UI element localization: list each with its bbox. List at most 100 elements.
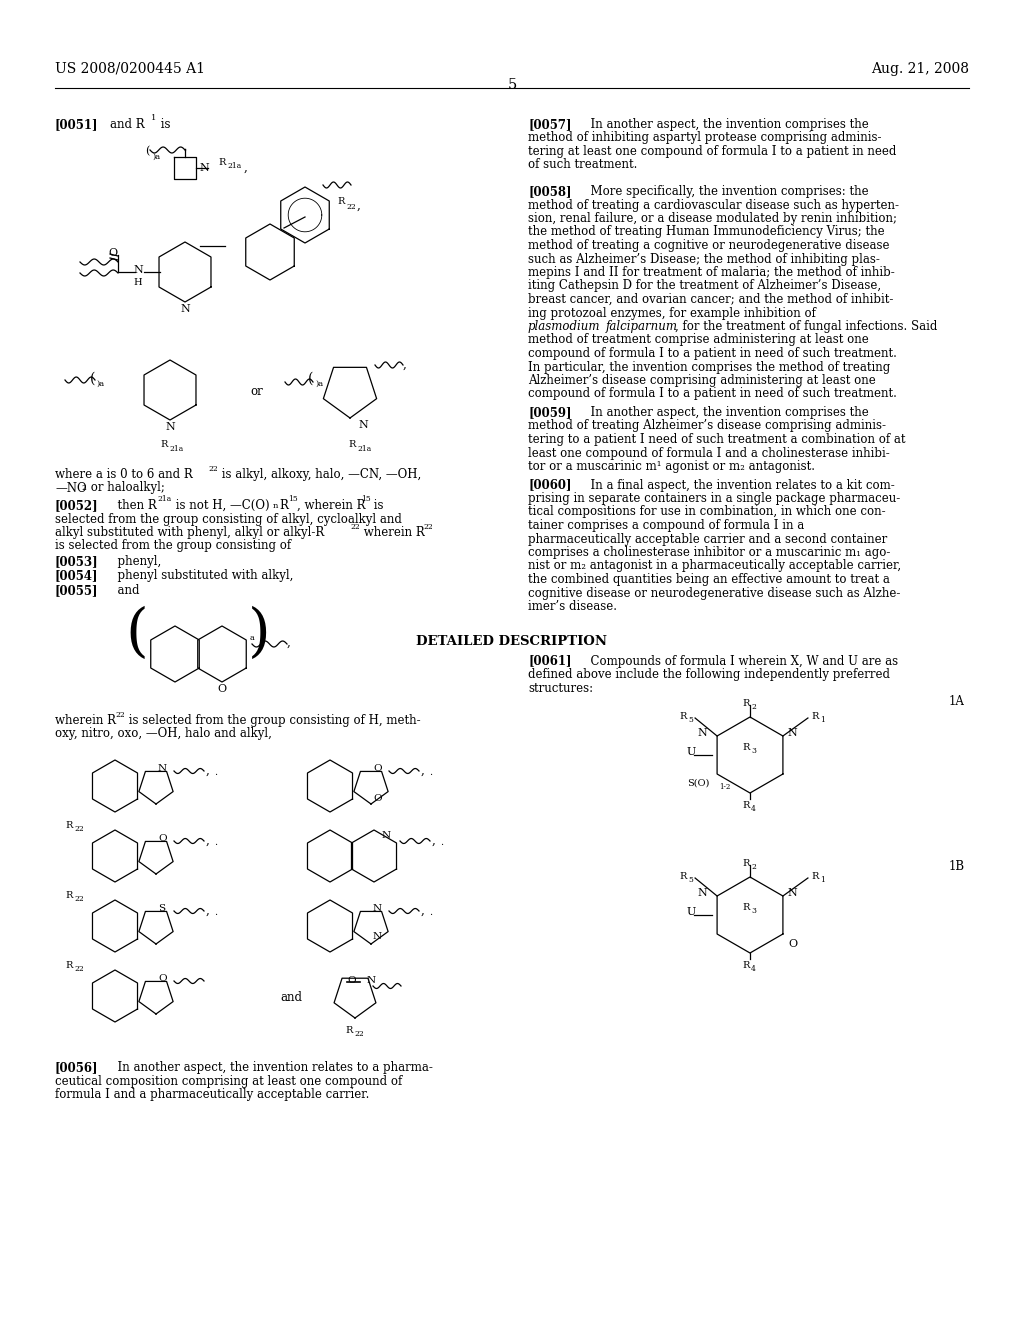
Text: R: R: [679, 873, 686, 880]
Text: imer’s disease.: imer’s disease.: [528, 601, 617, 612]
Text: phenyl substituted with alkyl,: phenyl substituted with alkyl,: [110, 569, 293, 582]
Text: O: O: [373, 795, 382, 803]
Text: S(O): S(O): [687, 779, 710, 788]
Text: ,: ,: [432, 834, 436, 847]
Text: [0054]: [0054]: [55, 569, 98, 582]
Text: O: O: [217, 684, 226, 694]
Text: phenyl,: phenyl,: [110, 554, 161, 568]
Text: In a final aspect, the invention relates to a kit com-: In a final aspect, the invention relates…: [583, 479, 895, 491]
Text: N: N: [358, 420, 368, 430]
Text: cognitive disease or neurodegenerative disease such as Alzhe-: cognitive disease or neurodegenerative d…: [528, 586, 900, 599]
Text: of such treatment.: of such treatment.: [528, 158, 637, 172]
Text: N: N: [158, 764, 167, 774]
Text: 22: 22: [74, 895, 84, 903]
Text: )a: )a: [152, 153, 160, 161]
Text: 22: 22: [74, 825, 84, 833]
Text: O: O: [347, 975, 355, 985]
Text: 15: 15: [288, 495, 298, 503]
Text: N: N: [787, 888, 798, 898]
Text: US 2008/0200445 A1: US 2008/0200445 A1: [55, 62, 205, 77]
Text: (: (: [125, 606, 147, 663]
Text: R: R: [742, 903, 750, 912]
Text: iting Cathepsin D for the treatment of Alzheimer’s Disease,: iting Cathepsin D for the treatment of A…: [528, 280, 881, 293]
Text: [0058]: [0058]: [528, 185, 571, 198]
Text: Compounds of formula I wherein X, W and U are as: Compounds of formula I wherein X, W and …: [583, 655, 898, 668]
Text: R: R: [679, 711, 686, 721]
Text: In particular, the invention comprises the method of treating: In particular, the invention comprises t…: [528, 360, 890, 374]
Text: mepins I and II for treatment of malaria; the method of inhib-: mepins I and II for treatment of malaria…: [528, 267, 895, 279]
Text: 1B: 1B: [949, 861, 966, 873]
Text: R: R: [345, 1026, 352, 1035]
Text: 21a: 21a: [157, 495, 171, 503]
Text: R: R: [65, 961, 73, 970]
Text: [0051]: [0051]: [55, 117, 98, 131]
Text: 1: 1: [151, 114, 157, 121]
Text: In another aspect, the invention relates to a pharma-: In another aspect, the invention relates…: [110, 1061, 433, 1074]
Text: .: .: [214, 768, 217, 777]
Text: [0060]: [0060]: [528, 479, 571, 491]
Text: wherein R: wherein R: [360, 525, 425, 539]
Text: U: U: [687, 747, 696, 756]
Text: is not H, —C(O): is not H, —C(O): [172, 499, 269, 512]
Text: N: N: [373, 932, 382, 941]
Text: is selected from the group consisting of H, meth-: is selected from the group consisting of…: [125, 714, 421, 727]
Text: tainer comprises a compound of formula I in a: tainer comprises a compound of formula I…: [528, 519, 804, 532]
Text: R: R: [348, 440, 355, 449]
Text: [0056]: [0056]: [55, 1061, 98, 1074]
Text: such as Alzheimer’s Disease; the method of inhibiting plas-: such as Alzheimer’s Disease; the method …: [528, 252, 880, 265]
Text: 3: 3: [751, 747, 756, 755]
Text: ,: ,: [287, 636, 291, 649]
Text: 21a: 21a: [169, 445, 183, 453]
Text: plasmodium: plasmodium: [528, 319, 600, 333]
Text: N: N: [133, 265, 142, 275]
Text: the combined quantities being an effective amount to treat a: the combined quantities being an effecti…: [528, 573, 890, 586]
Text: )a: )a: [96, 380, 104, 388]
Text: In another aspect, the invention comprises the: In another aspect, the invention compris…: [583, 407, 868, 418]
Text: selected from the group consisting of alkyl, cycloalkyl and: selected from the group consisting of al…: [55, 512, 401, 525]
Text: R: R: [65, 891, 73, 900]
Text: method of treatment comprise administering at least one: method of treatment comprise administeri…: [528, 334, 868, 346]
Text: [0057]: [0057]: [528, 117, 571, 131]
Text: breast cancer, and ovarian cancer; and the method of inhibit-: breast cancer, and ovarian cancer; and t…: [528, 293, 893, 306]
Text: compound of formula I to a patient in need of such treatment.: compound of formula I to a patient in ne…: [528, 347, 897, 360]
Text: R: R: [65, 821, 73, 830]
Text: S: S: [158, 904, 165, 913]
Text: is: is: [157, 117, 171, 131]
Text: DETAILED DESCRIPTION: DETAILED DESCRIPTION: [417, 635, 607, 648]
Text: N: N: [697, 888, 707, 898]
Text: R: R: [279, 499, 288, 512]
Text: pharmaceutically acceptable carrier and a second container: pharmaceutically acceptable carrier and …: [528, 532, 887, 545]
Text: R: R: [337, 197, 344, 206]
Text: R: R: [742, 700, 750, 708]
Text: or: or: [250, 385, 263, 399]
Text: N: N: [165, 422, 175, 432]
Text: ,: ,: [206, 834, 210, 847]
Text: H: H: [133, 279, 141, 286]
Text: )a: )a: [315, 380, 324, 388]
Text: method of inhibiting aspartyl protease comprising adminis-: method of inhibiting aspartyl protease c…: [528, 132, 882, 144]
Text: n: n: [273, 502, 279, 510]
Text: R: R: [742, 961, 750, 970]
Text: 2: 2: [81, 484, 86, 492]
Text: N: N: [367, 975, 376, 985]
Text: .: .: [214, 908, 217, 917]
Text: 21a: 21a: [357, 445, 372, 453]
Text: 2: 2: [751, 863, 756, 871]
Text: oxy, nitro, oxo, —OH, halo and alkyl,: oxy, nitro, oxo, —OH, halo and alkyl,: [55, 727, 272, 741]
Text: 22: 22: [423, 523, 433, 531]
Text: ing protozoal enzymes, for example inhibition of: ing protozoal enzymes, for example inhib…: [528, 306, 816, 319]
Text: least one compound of formula I and a cholinesterase inhibi-: least one compound of formula I and a ch…: [528, 446, 890, 459]
Text: 5: 5: [688, 876, 693, 884]
Text: prising in separate containers in a single package pharmaceu-: prising in separate containers in a sing…: [528, 492, 900, 506]
Text: and: and: [110, 583, 139, 597]
Text: is alkyl, alkoxy, halo, —CN, —OH,: is alkyl, alkoxy, halo, —CN, —OH,: [218, 469, 421, 480]
Text: O: O: [158, 834, 167, 843]
Text: (: (: [90, 372, 95, 385]
Text: ,: ,: [357, 199, 360, 213]
Text: N: N: [382, 832, 391, 840]
Text: tering to a patient I need of such treatment a combination of at: tering to a patient I need of such treat…: [528, 433, 905, 446]
Text: Alzheimer’s disease comprising administering at least one: Alzheimer’s disease comprising administe…: [528, 374, 876, 387]
Text: [0059]: [0059]: [528, 407, 571, 418]
Text: alkyl substituted with phenyl, alkyl or alkyl-R: alkyl substituted with phenyl, alkyl or …: [55, 525, 325, 539]
Text: method of treating a cognitive or neurodegenerative disease: method of treating a cognitive or neurod…: [528, 239, 890, 252]
